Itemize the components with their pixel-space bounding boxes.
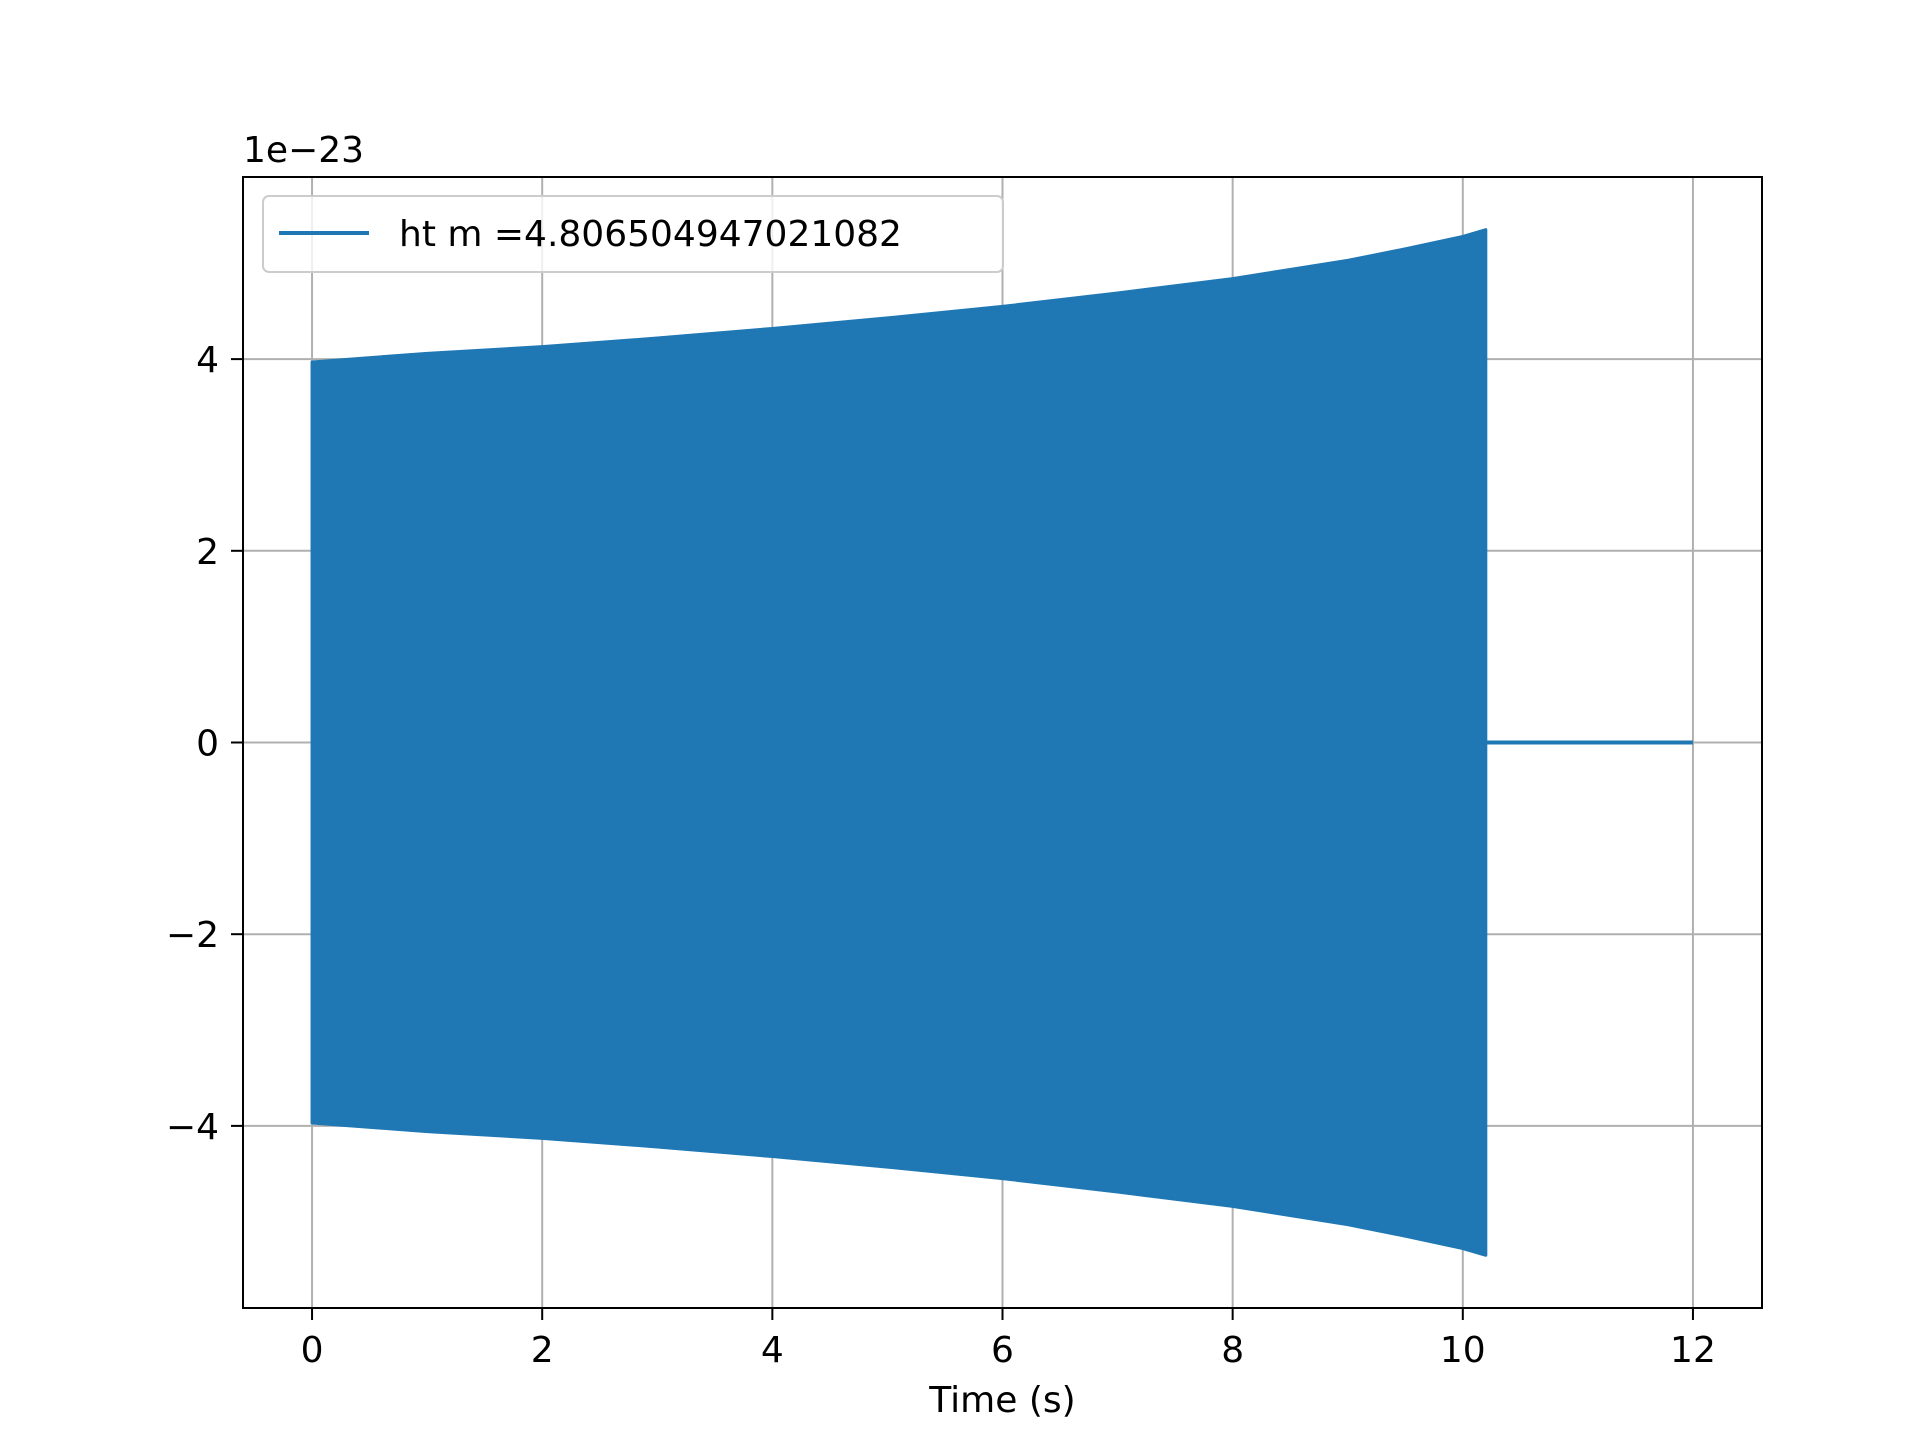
y-tick-label: 4 (196, 340, 219, 381)
x-tick-label: 8 (1221, 1330, 1244, 1371)
x-tick-label: 10 (1440, 1330, 1486, 1371)
y-tick-label: −4 (166, 1107, 219, 1148)
y-tick-label: −2 (166, 915, 219, 956)
legend-label: ht m =4.806504947021082 (399, 214, 902, 255)
x-tick-label: 2 (531, 1330, 554, 1371)
x-tick-label: 6 (991, 1330, 1014, 1371)
legend-box (262, 195, 1004, 273)
tick-layer: 0 2 4 6 8 10 12 −4 −2 0 2 4 (166, 340, 1716, 1371)
legend: ht m =4.806504947021082 (262, 195, 1004, 273)
y-tick-label: 0 (196, 724, 219, 765)
series-layer (310, 228, 1693, 1257)
x-tick-label: 4 (761, 1330, 784, 1371)
y-offset-label: 1e−23 (243, 130, 364, 171)
x-axis-label: Time (s) (928, 1380, 1075, 1421)
x-tick-label: 0 (301, 1330, 324, 1371)
x-tick-label: 12 (1670, 1330, 1716, 1371)
series-waveform-envelope (310, 228, 1488, 1257)
y-tick-label: 2 (196, 532, 219, 573)
